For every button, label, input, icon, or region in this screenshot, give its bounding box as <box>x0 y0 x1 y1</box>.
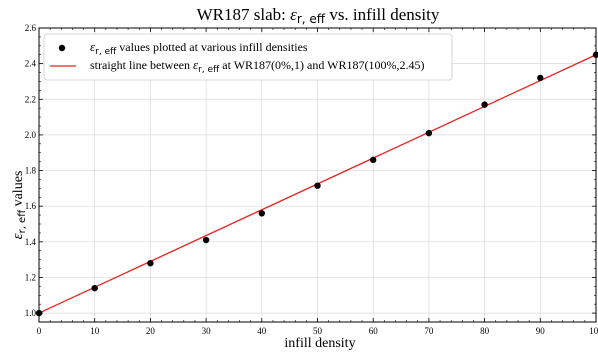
title-tail: vs. infill density <box>325 5 440 24</box>
x-tick-label: 100 <box>589 326 598 336</box>
x-tick-label: 40 <box>257 326 267 336</box>
data-point <box>258 210 265 217</box>
y-tick-label: 2.2 <box>25 94 36 104</box>
y-tick-label: 1.8 <box>25 166 37 176</box>
legend-line-symbol: ε <box>193 57 199 72</box>
y-axis-subscript: r, eff <box>17 209 28 234</box>
data-point <box>35 309 43 317</box>
x-tick-label: 60 <box>369 326 379 336</box>
legend-line-tail: at WR187(0%,1) and WR187(100%,2.45) <box>219 58 424 72</box>
data-point <box>370 156 377 164</box>
y-tick-label: 1.0 <box>25 308 37 318</box>
y-axis-symbol: ε <box>10 233 26 239</box>
data-point <box>147 260 154 267</box>
data-point <box>202 236 210 244</box>
chart-title: WR187 slab: εr, eff vs. infill density <box>197 5 440 26</box>
x-tick-label: 30 <box>202 326 212 336</box>
y-tick-label: 1.4 <box>25 237 37 247</box>
y-axis-tail: values <box>11 171 26 210</box>
y-axis-label: εr, eff values <box>10 171 28 240</box>
data-point <box>314 182 321 189</box>
legend-points-tail: values plotted at various infill densiti… <box>116 40 308 54</box>
x-axis-label: infill density <box>284 336 355 351</box>
legend-points-subscript: r, eff <box>95 47 117 57</box>
y-tick-label: 2.6 <box>25 23 37 33</box>
x-tick-label: 0 <box>37 326 42 336</box>
legend-line-head: straight line between <box>90 58 193 72</box>
data-point <box>425 129 433 137</box>
legend-entry-line: straight line between εr, eff at WR187(0… <box>90 57 424 75</box>
legend-marker-points <box>58 44 66 52</box>
series-points <box>35 51 598 317</box>
x-tick-label: 20 <box>146 326 156 336</box>
y-tick-label: 2.0 <box>25 130 37 140</box>
legend-box <box>43 33 453 81</box>
x-tick-labels: 0 10 20 30 40 50 60 70 80 90 100 <box>37 326 598 336</box>
y-tick-label: 1.2 <box>25 272 36 282</box>
ticks <box>38 27 597 322</box>
x-tick-label: 80 <box>480 326 490 336</box>
title-subscript: r, eff <box>297 12 326 26</box>
data-point <box>91 284 98 292</box>
x-tick-label: 50 <box>313 326 323 336</box>
title-symbol: ε <box>290 5 297 24</box>
y-tick-labels: 1.0 1.2 1.4 1.6 1.8 2.0 2.2 2.4 2.6 <box>25 23 37 318</box>
data-point <box>592 51 598 58</box>
y-tick-label: 1.6 <box>25 201 37 211</box>
x-tick-label: 90 <box>536 326 546 336</box>
data-point <box>537 74 544 82</box>
x-tick-label: 70 <box>424 326 434 336</box>
legend-points-symbol: ε <box>90 39 96 54</box>
data-point <box>481 101 488 108</box>
legend-entry-points: εr, eff values plotted at various infill… <box>90 39 308 57</box>
y-tick-label: 2.4 <box>25 59 37 69</box>
legend: εr, eff values plotted at various infill… <box>43 33 453 81</box>
title-main: WR187 slab: <box>197 5 291 24</box>
x-tick-label: 10 <box>90 326 100 336</box>
legend-line-subscript: r, eff <box>198 65 220 75</box>
